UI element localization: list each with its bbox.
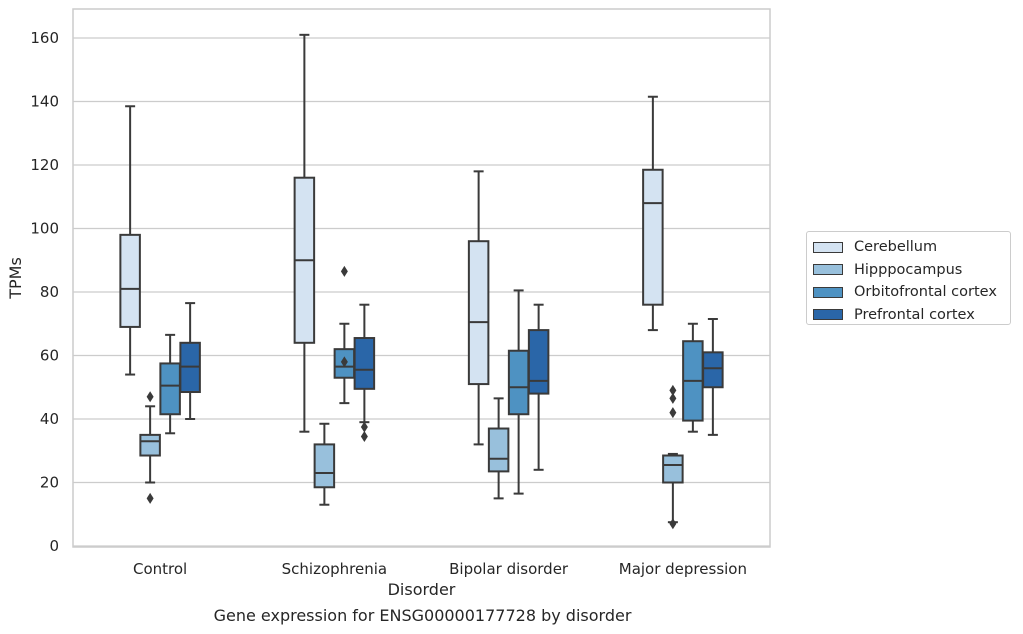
box-2-3 [682,322,704,433]
legend-label: Orbitofrontal cortex [854,284,997,301]
legend-item-0: Cerebellum [813,236,1010,259]
outlier-point [340,265,348,277]
x-tick-label: Bipolar disorder [449,560,569,578]
legend-swatch [813,286,843,298]
outlier-point [340,356,348,368]
box-iqr [527,329,550,395]
box-iqr [487,427,510,473]
outlier-point [669,384,677,396]
boxes [119,33,724,530]
box-1-2 [487,397,510,500]
box-0-3 [642,95,664,332]
legend-label: Prefrontal cortex [854,306,975,323]
y-tick-label: 0 [49,537,59,555]
legend-item-1: Hipppocampus [813,259,1010,282]
y-tick-label: 80 [40,283,59,301]
box-2-2 [507,289,530,495]
x-tick-label: Major depression [619,560,747,578]
box-1-1 [313,422,336,506]
box-iqr [353,337,376,390]
box-iqr [642,168,664,306]
box-3-2 [527,303,550,471]
box-iqr [139,433,161,457]
x-axis-label: Disorder [388,580,456,599]
y-tick-label: 140 [30,93,59,111]
legend-swatch [813,241,843,253]
outlier-point [360,430,368,442]
box-2-1 [333,265,356,405]
box-3-0 [179,302,201,420]
legend-item-3: Prefrontal cortex [813,304,1010,327]
y-tick-label: 60 [40,347,59,365]
box-0-1 [293,33,316,433]
outlier-point [669,518,677,530]
legend-label: Cerebellum [854,239,938,256]
y-tick-label: 20 [40,474,59,492]
x-tick-label: Schizophrenia [282,560,387,578]
box-1-0 [139,391,161,504]
box-1-3 [662,384,684,530]
x-tick-labels: Control Schizophrenia Bipolar disorder Majo… [133,560,747,578]
box-iqr [662,454,684,484]
chart-caption: Gene expression for ENSG00000177728 by d… [213,606,632,625]
box-0-2 [467,170,490,446]
legend-swatch [813,309,843,321]
outlier-point [146,391,154,403]
box-iqr [119,233,141,328]
box-iqr [313,443,336,489]
box-0-0 [119,105,141,376]
legend-item-2: Orbitofrontal cortex [813,281,1010,304]
box-3-1 [353,303,376,442]
outlier-point [360,421,368,433]
legend: Cerebellum Hipppocampus Orbitofrontal cort… [806,231,1011,325]
x-tick-label: Control [133,560,187,578]
legend-swatch [813,264,843,276]
box-iqr [159,362,181,416]
box-iqr [467,240,490,386]
y-tick-labels: 0 20 40 60 80 100 120 140 160 [30,29,59,555]
y-tick-label: 40 [40,410,59,428]
y-axis-label: TPMs [6,257,25,300]
y-tick-label: 160 [30,29,59,47]
outlier-point [669,392,677,404]
box-3-3 [702,317,724,436]
outlier-point [669,407,677,419]
outlier-point [146,492,154,504]
box-iqr [702,351,724,389]
plot-frame [72,8,771,548]
y-tick-label: 100 [30,220,59,238]
box-iqr [507,349,530,416]
y-tick-label: 120 [30,156,59,174]
legend-label: Hipppocampus [854,261,963,278]
